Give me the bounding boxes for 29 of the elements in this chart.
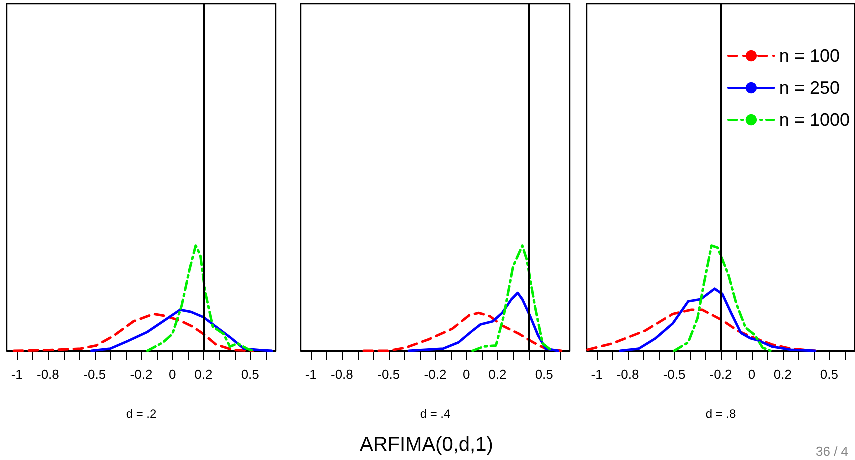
x-axis-title: d = .4 bbox=[420, 407, 452, 421]
legend-label: n = 100 bbox=[779, 46, 840, 66]
x-tick-label: 0.2 bbox=[774, 367, 792, 382]
x-tick-label: -0.2 bbox=[130, 367, 153, 382]
x-tick-label: -0.2 bbox=[424, 367, 447, 382]
x-tick-label: 0 bbox=[462, 367, 470, 382]
x-tick-label: 0.2 bbox=[194, 367, 213, 382]
text: ARFIMA(0,d,1) bbox=[360, 434, 494, 457]
x-tick-label: 0 bbox=[168, 367, 176, 382]
x-tick-label: 0.5 bbox=[820, 367, 838, 382]
x-tick-label: -1 bbox=[591, 367, 603, 382]
x-tick-label: -0.8 bbox=[616, 367, 640, 382]
x-tick-label: -1 bbox=[305, 367, 317, 382]
x-tick-label: 0 bbox=[748, 367, 756, 382]
x-tick-label: -1 bbox=[11, 367, 23, 382]
x-tick-label: -0.5 bbox=[663, 367, 686, 382]
x-tick-label: -0.5 bbox=[378, 367, 400, 382]
x-tick-label: -0.5 bbox=[84, 367, 106, 382]
x-tick-label: 0.5 bbox=[535, 367, 554, 382]
x-tick-label: -0.8 bbox=[37, 367, 60, 382]
x-axis-title: d = .8 bbox=[706, 407, 737, 421]
x-tick-label: -0.8 bbox=[331, 367, 354, 382]
x-axis-title: d = .2 bbox=[126, 407, 158, 421]
x-tick-label: -0.2 bbox=[710, 367, 732, 382]
legend-label: n = 250 bbox=[779, 78, 840, 98]
x-tick-label: 0.2 bbox=[488, 367, 507, 382]
legend-label: n = 1000 bbox=[779, 110, 850, 130]
text: 36 / 4 bbox=[816, 444, 849, 459]
x-tick-label: 0.5 bbox=[241, 367, 260, 382]
